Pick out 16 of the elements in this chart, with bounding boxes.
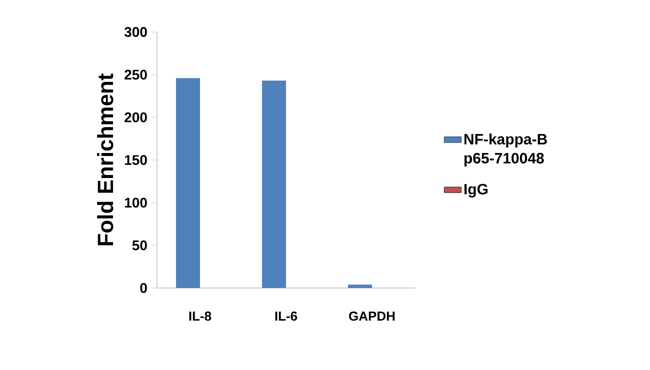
y-tick-label: 0 [140,283,147,293]
y-tick-label: 300 [124,27,147,37]
legend-label: NF-kappa-B p65-710048 [464,133,547,166]
x-tick-label: IL-6 [275,312,298,321]
bar [348,284,372,288]
y-tick-label: 250 [124,70,147,80]
bar [262,80,286,288]
legend-label: IgG [464,184,488,198]
y-tick-label: 100 [124,198,147,208]
y-tick-label: 200 [124,112,147,122]
y-axis-title: Fold Enrichment [97,73,114,246]
bar [176,78,200,288]
x-tick-label: IL-8 [189,312,212,321]
x-tick-label: GAPDH [349,312,395,321]
y-tick-label: 150 [124,155,147,165]
y-tick-label: 50 [132,240,147,250]
